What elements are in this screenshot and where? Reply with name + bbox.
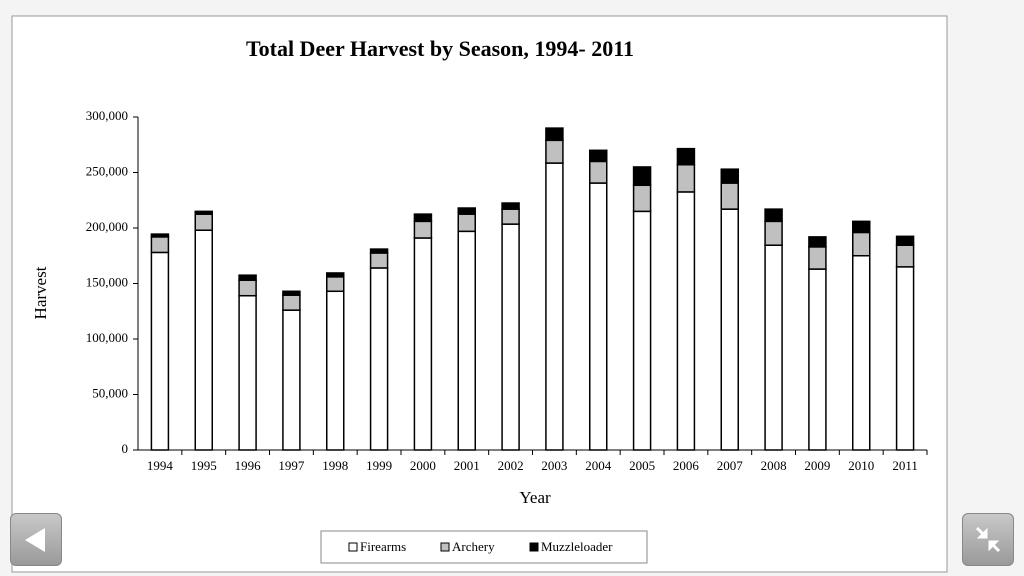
legend-swatch: [440, 542, 450, 552]
bar-segment: [194, 210, 213, 215]
exit-fullscreen-button[interactable]: [962, 513, 1014, 566]
bar-segment: [808, 246, 827, 270]
x-tick-label: 2011: [892, 458, 918, 473]
x-tick-label: 1994: [147, 458, 174, 473]
legend-label: Muzzleloader: [541, 539, 613, 554]
bar-segment: [194, 213, 213, 231]
bar-segment: [457, 230, 476, 451]
bar-segment: [852, 220, 871, 234]
bar-segment: [238, 279, 257, 297]
bar-segment: [369, 252, 389, 269]
bar-segment: [720, 182, 739, 210]
bar-segment: [720, 168, 739, 184]
x-tick-label: 2004: [585, 458, 612, 473]
bar-segment: [457, 207, 476, 215]
bar-segment: [589, 149, 608, 163]
bar-segment: [545, 127, 564, 142]
exit-fullscreen-icon: [975, 526, 1001, 553]
x-tick-label: 2003: [541, 458, 567, 473]
x-tick-label: 1996: [235, 458, 262, 473]
bar-segment: [676, 163, 696, 193]
bar-segment: [501, 223, 520, 451]
bar-segment: [238, 274, 257, 281]
y-tick-label: 250,000: [86, 163, 128, 178]
bar-segment: [413, 237, 433, 451]
bar-segment: [895, 266, 915, 451]
x-axis-label: Year: [519, 488, 551, 507]
x-tick-label: 2002: [498, 458, 524, 473]
y-tick-label: 300,000: [86, 108, 128, 123]
bar-segment: [676, 191, 696, 451]
bar-segment: [589, 160, 608, 184]
bar-segment: [238, 294, 257, 451]
bar-segment: [545, 139, 564, 164]
x-tick-label: 2000: [410, 458, 436, 473]
x-tick-label: 1995: [191, 458, 217, 473]
bar-segment: [808, 236, 827, 248]
legend-label: Firearms: [360, 539, 406, 554]
legend-swatch: [529, 542, 539, 552]
x-tick-label: 2001: [454, 458, 480, 473]
bar-segment: [501, 202, 520, 210]
y-tick-label: 50,000: [92, 385, 128, 400]
bar-segment: [369, 248, 389, 254]
chart-title: Total Deer Harvest by Season, 1994- 2011: [246, 36, 634, 61]
bar-segment: [764, 220, 783, 246]
bar-segment: [632, 210, 652, 451]
y-axis-label: Harvest: [31, 266, 50, 319]
bar-segment: [852, 231, 871, 257]
bar-segment: [150, 251, 170, 451]
bar-segment: [282, 294, 301, 311]
legend-label: Archery: [452, 539, 495, 554]
x-tick-label: 1997: [278, 458, 305, 473]
x-tick-label: 2005: [629, 458, 655, 473]
y-tick-label: 150,000: [86, 274, 128, 289]
legend-swatch: [348, 542, 358, 552]
bar-segment: [895, 235, 915, 246]
legend: [320, 530, 648, 564]
bar-segment: [457, 213, 476, 233]
bar-segment: [501, 208, 520, 225]
bar-segment: [852, 255, 871, 451]
bar-segment: [150, 233, 170, 238]
bar-segment: [764, 208, 783, 223]
bar-segment: [369, 267, 389, 451]
bar-segment: [282, 309, 301, 451]
bar-segment: [326, 276, 345, 293]
previous-button[interactable]: [10, 513, 62, 566]
bar-segment: [326, 290, 345, 451]
x-tick-label: 1999: [366, 458, 392, 473]
previous-icon: [25, 528, 45, 552]
bar-segment: [720, 208, 739, 451]
bar-segment: [808, 268, 827, 451]
bar-segment: [413, 220, 433, 239]
bar-segment: [282, 290, 301, 296]
bar-segment: [764, 244, 783, 451]
x-tick-label: 1998: [322, 458, 348, 473]
bar-segment: [413, 213, 433, 223]
bar-segment: [589, 182, 608, 451]
bar-segment: [632, 184, 652, 213]
x-tick-label: 2008: [761, 458, 787, 473]
bar-segment: [326, 272, 345, 278]
bar-segment: [632, 166, 652, 187]
y-tick-label: 100,000: [86, 330, 128, 345]
bar-segment: [194, 229, 213, 451]
x-tick-label: 2009: [804, 458, 830, 473]
bar-segment: [150, 236, 170, 254]
y-tick-label: 200,000: [86, 219, 128, 234]
x-tick-label: 2010: [848, 458, 874, 473]
x-tick-label: 2006: [673, 458, 700, 473]
y-tick-label: 0: [122, 441, 129, 456]
bar-segment: [895, 244, 915, 268]
x-tick-label: 2007: [717, 458, 744, 473]
bar-segment: [676, 147, 696, 166]
bar-segment: [545, 162, 564, 451]
